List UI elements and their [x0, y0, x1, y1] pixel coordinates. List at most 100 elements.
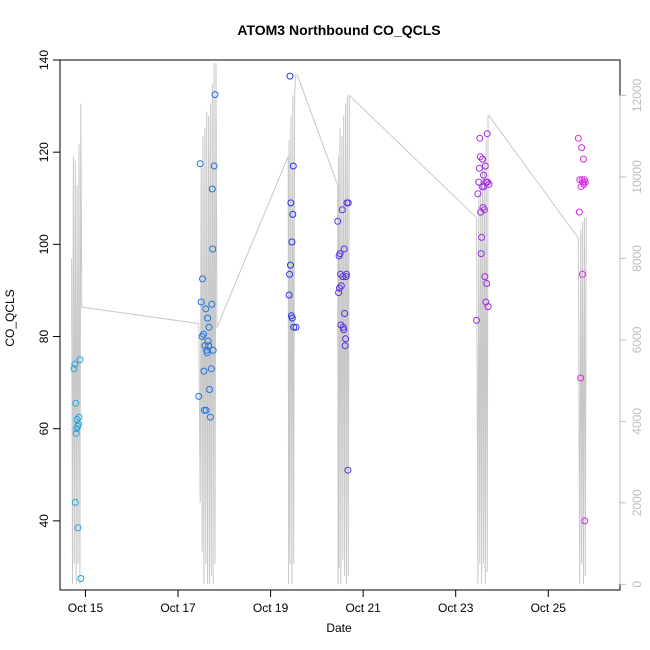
data-point — [340, 245, 348, 253]
data-point — [209, 346, 217, 354]
data-point — [480, 171, 487, 179]
data-point — [205, 323, 213, 331]
data-point — [71, 360, 79, 368]
data-point — [206, 413, 214, 421]
scatter-points — [70, 72, 589, 582]
y-tick-label: 100 — [37, 234, 51, 254]
data-point — [341, 342, 349, 350]
y2-tick-label: 6000 — [630, 326, 644, 353]
y2-tick-label: 4000 — [630, 408, 644, 435]
data-point — [75, 420, 82, 428]
data-point — [286, 270, 294, 278]
data-point — [202, 406, 210, 414]
data-point — [575, 208, 583, 216]
data-point — [339, 273, 347, 281]
data-point — [476, 153, 484, 161]
y-tick-label: 80 — [37, 330, 51, 344]
data-point — [340, 326, 348, 334]
y-axis-label: CO_QCLS — [3, 289, 17, 346]
altitude-line — [71, 62, 588, 585]
x-tick-label: Oct 17 — [160, 601, 196, 615]
data-point — [74, 524, 82, 532]
data-point — [574, 134, 582, 142]
data-point — [195, 392, 203, 400]
x-tick-label: Oct 21 — [345, 601, 381, 615]
data-point — [75, 413, 83, 421]
data-point — [473, 316, 480, 324]
data-point — [579, 155, 587, 163]
data-point — [292, 323, 300, 331]
altitude-trace — [71, 62, 588, 585]
data-point — [70, 365, 78, 373]
data-point — [344, 466, 352, 474]
data-point — [336, 284, 343, 292]
data-point — [285, 291, 293, 299]
data-point — [475, 178, 483, 186]
data-point — [205, 342, 213, 350]
y-axis-left: 40 60 80 100 120 140 — [37, 50, 61, 528]
data-point — [577, 374, 585, 382]
data-point — [287, 261, 294, 269]
data-point — [581, 517, 589, 525]
data-point — [209, 245, 217, 253]
data-point — [288, 314, 296, 322]
data-point — [288, 238, 296, 246]
x-tick-label: Oct 23 — [438, 601, 474, 615]
data-point — [478, 233, 486, 241]
data-point — [286, 72, 294, 80]
data-point — [206, 386, 213, 393]
data-point — [202, 305, 210, 313]
data-point — [484, 303, 492, 311]
data-point — [341, 310, 349, 317]
data-point — [77, 575, 85, 582]
data-point — [578, 144, 586, 152]
data-point — [475, 164, 483, 172]
x-tick-label: Oct 19 — [253, 601, 289, 615]
data-point — [289, 162, 297, 170]
data-point — [196, 160, 204, 168]
data-point — [76, 356, 84, 364]
data-point — [204, 337, 212, 345]
y-tick-label: 140 — [37, 50, 51, 70]
data-point — [203, 349, 211, 357]
data-point — [210, 162, 218, 170]
data-point — [581, 178, 589, 186]
y-tick-label: 120 — [37, 142, 51, 162]
x-axis: Oct 15 Oct 17 Oct 19 Oct 21 Oct 23 Oct 25 — [68, 589, 567, 615]
chart-title: ATOM3 Northbound CO_QCLS — [237, 22, 440, 38]
y2-tick-label: 10000 — [630, 160, 644, 194]
x-tick-label: Oct 25 — [531, 601, 567, 615]
data-point — [289, 210, 297, 218]
data-point — [481, 273, 489, 281]
data-point — [72, 399, 80, 407]
data-point — [287, 199, 295, 207]
data-point — [337, 282, 345, 290]
y2-tick-label: 8000 — [630, 245, 644, 272]
data-point — [344, 199, 352, 207]
y-tick-label: 60 — [37, 422, 51, 436]
data-point — [481, 162, 489, 170]
data-point — [208, 300, 216, 308]
data-point — [201, 342, 209, 350]
data-point — [290, 323, 298, 331]
data-point — [476, 134, 484, 142]
data-point — [208, 185, 216, 193]
data-point — [483, 130, 491, 138]
data-point — [479, 155, 486, 163]
data-point — [72, 429, 80, 437]
x-tick-label: Oct 15 — [68, 601, 104, 615]
data-point — [474, 190, 482, 198]
data-point — [336, 250, 344, 258]
data-point — [200, 367, 208, 375]
y-tick-label: 40 — [37, 514, 51, 528]
data-point — [334, 217, 342, 225]
y2-tick-label: 2000 — [630, 489, 644, 516]
y-axis-right: 0 2000 4000 6000 8000 10000 12000 — [619, 78, 644, 588]
data-point — [204, 314, 212, 322]
data-point — [338, 206, 346, 214]
data-point — [207, 365, 215, 373]
data-point — [335, 289, 343, 297]
data-point — [579, 270, 586, 278]
y2-tick-label: 12000 — [630, 78, 644, 112]
